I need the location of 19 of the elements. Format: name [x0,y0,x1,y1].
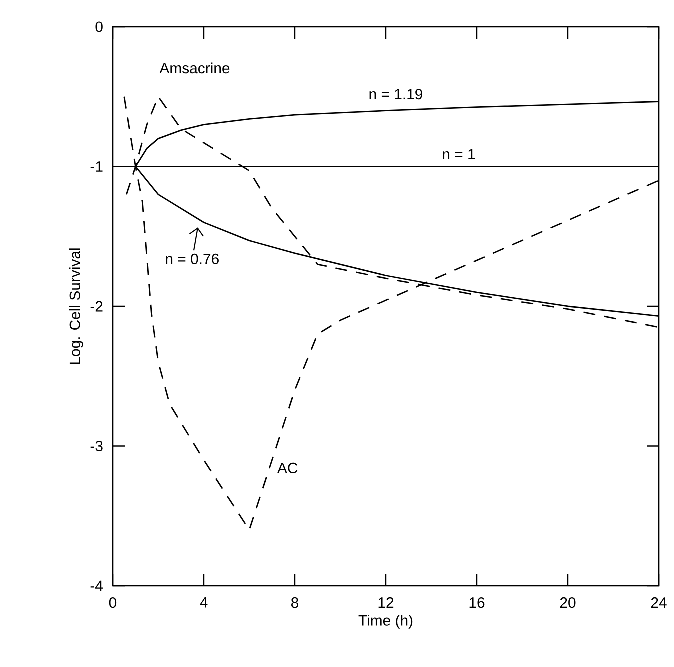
x-tick-label: 24 [651,598,667,608]
legend-label: n = 0.76 [166,254,219,264]
series-label: Amsacrine [160,62,230,74]
x-tick-label: 8 [292,598,299,608]
x-tick-label: 0 [109,598,117,608]
x-tick-label: 4 [200,598,208,608]
y-tick-label: 0 [96,22,103,32]
series-label: n = 1.19 [370,89,422,100]
y-tick-label: -3 [90,440,103,452]
y-tick-label: -2 [90,301,103,312]
x-axis-title: Time (h) [358,614,413,629]
x-tick-label: 16 [470,598,485,608]
x-tick-label: 12 [378,598,394,608]
series-label: AC [277,462,298,474]
series-label: n = 1 [443,149,476,160]
y-tick-label: -4 [90,580,104,592]
x-tick-label: 20 [560,598,576,608]
y-axis-title: Log. Cell Survival [69,248,84,364]
y-tick-label: -1 [90,162,103,172]
